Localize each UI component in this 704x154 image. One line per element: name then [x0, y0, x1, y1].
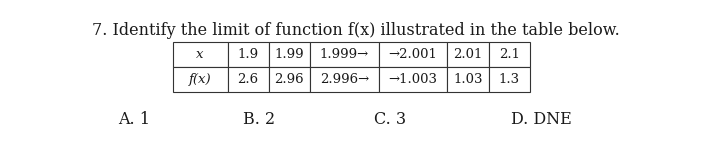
- Bar: [172, 67, 227, 92]
- Text: f(x): f(x): [189, 73, 211, 86]
- Bar: [379, 67, 448, 92]
- Bar: [269, 42, 310, 67]
- Text: x: x: [196, 48, 203, 61]
- Text: D. DNE: D. DNE: [511, 111, 572, 128]
- Text: B. 2: B. 2: [244, 111, 276, 128]
- Text: 1.99: 1.99: [275, 48, 304, 61]
- Bar: [172, 42, 227, 67]
- Bar: [310, 42, 379, 67]
- Bar: [448, 67, 489, 92]
- Text: 2.1: 2.1: [499, 48, 520, 61]
- Text: 2.01: 2.01: [453, 48, 483, 61]
- Text: 1.03: 1.03: [453, 73, 483, 86]
- Bar: [227, 67, 269, 92]
- Bar: [489, 67, 530, 92]
- Text: 2.96: 2.96: [275, 73, 304, 86]
- Text: 2.996→: 2.996→: [320, 73, 369, 86]
- Bar: [448, 42, 489, 67]
- Bar: [269, 67, 310, 92]
- Text: 7. Identify the limit of function f(x) illustrated in the table below.: 7. Identify the limit of function f(x) i…: [92, 22, 620, 39]
- Text: 1.9: 1.9: [238, 48, 259, 61]
- Text: A. 1: A. 1: [118, 111, 150, 128]
- Text: →1.003: →1.003: [389, 73, 438, 86]
- Text: 1.3: 1.3: [498, 73, 520, 86]
- Bar: [227, 42, 269, 67]
- Text: 2.6: 2.6: [238, 73, 259, 86]
- Bar: [489, 42, 530, 67]
- Bar: [379, 42, 448, 67]
- Text: →2.001: →2.001: [389, 48, 438, 61]
- Bar: [310, 67, 379, 92]
- Text: 1.999→: 1.999→: [320, 48, 369, 61]
- Text: C. 3: C. 3: [375, 111, 407, 128]
